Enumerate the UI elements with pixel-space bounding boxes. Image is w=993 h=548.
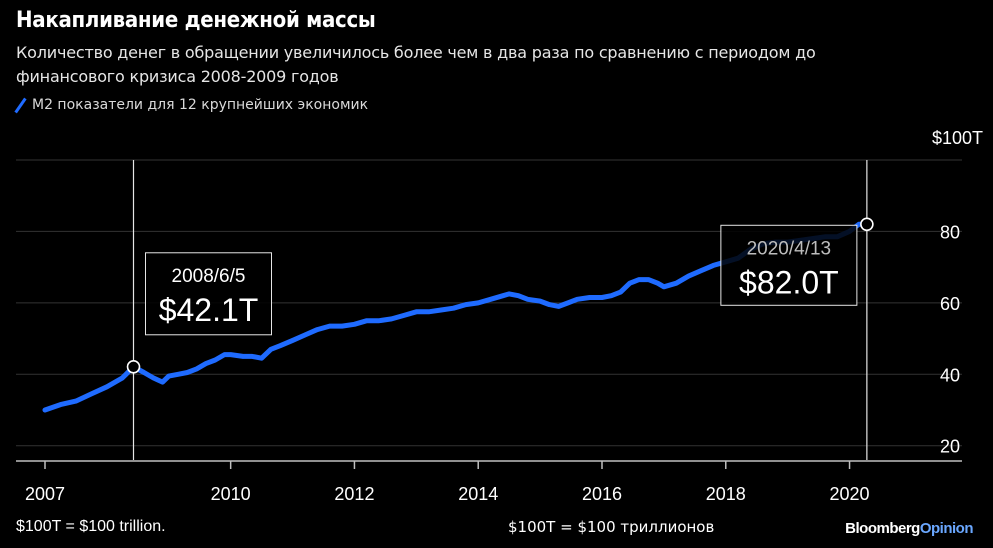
series-point <box>194 366 199 372</box>
series-point <box>525 297 530 302</box>
series-point <box>636 277 642 282</box>
series-point <box>160 379 165 385</box>
series-point <box>414 309 419 314</box>
series-point <box>516 293 521 298</box>
series-point <box>488 297 493 302</box>
series-point <box>401 313 407 318</box>
series-point <box>240 354 246 359</box>
series-point <box>426 309 431 314</box>
x-tick-label-2007: 2007 <box>25 484 65 504</box>
series-point <box>290 338 295 343</box>
series-point <box>618 289 623 295</box>
series-point <box>547 302 552 307</box>
series-point <box>674 281 679 286</box>
series-point <box>556 304 561 309</box>
footer-note-russian: $100T = $100 триллионов <box>508 518 715 536</box>
series-point <box>327 323 332 329</box>
series-point <box>376 318 382 323</box>
series-point <box>698 268 704 273</box>
series-point <box>451 306 456 311</box>
legend-label: M2 показатели для 12 крупнейших экономик <box>32 97 369 113</box>
series-point <box>627 281 633 286</box>
series-point <box>141 370 147 375</box>
bloomberg-opinion-logo: BloombergOpinion <box>845 520 973 537</box>
series-point <box>120 375 125 381</box>
series-point <box>151 375 156 381</box>
series-point <box>537 298 543 304</box>
series-point <box>609 293 614 298</box>
x-tick-label-2018: 2018 <box>706 484 746 504</box>
series-point <box>646 277 651 282</box>
series-point <box>599 295 605 300</box>
annotation-date-2: 2020/4/13 <box>747 238 832 259</box>
series-point <box>185 370 190 375</box>
series-point <box>655 281 660 286</box>
chart-subtitle: Количество денег в обращении увеличилось… <box>16 43 816 86</box>
series-point <box>575 297 580 302</box>
series-point <box>856 222 862 227</box>
series-point <box>339 323 345 329</box>
series-point <box>711 263 716 268</box>
series-point <box>277 343 283 348</box>
series-point <box>438 307 444 313</box>
series-point <box>58 402 63 407</box>
series-point <box>228 352 233 357</box>
series-point <box>203 361 209 366</box>
series-point <box>89 391 94 397</box>
series-point <box>587 295 592 300</box>
series-point <box>175 372 181 377</box>
x-tick-label-2014: 2014 <box>458 484 498 504</box>
series-point <box>352 322 357 327</box>
series-point <box>500 293 506 298</box>
series-point <box>222 352 227 357</box>
series-point <box>686 273 691 279</box>
annotation-marker-1 <box>126 359 141 374</box>
footer-note-english: $100T = $100 trillion. <box>16 518 166 535</box>
annotation-date-1: 2008/6/5 <box>172 266 246 287</box>
y-axis-unit-label: $100T <box>931 128 983 148</box>
chart-title: Накапливание денежной массы <box>16 8 376 33</box>
annotation-value-1: $42.1T <box>159 292 259 328</box>
series-point <box>268 347 274 352</box>
x-tick-label-2020: 2020 <box>830 484 870 504</box>
x-tick-label-2012: 2012 <box>334 484 374 504</box>
series-point <box>506 291 512 297</box>
x-tick-label-2016: 2016 <box>582 484 622 504</box>
series-point <box>250 354 255 359</box>
series-point <box>315 327 320 332</box>
x-tick-label-2010: 2010 <box>211 484 251 504</box>
annotation-value-2: $82.0T <box>739 264 839 300</box>
annotation-box-2 <box>720 224 858 306</box>
series-point <box>565 300 571 306</box>
series-point <box>463 302 469 307</box>
series-point <box>73 398 79 404</box>
y-tick-label-60: 60 <box>940 294 960 314</box>
series-point <box>661 284 667 289</box>
series-point <box>302 332 308 338</box>
series-point <box>476 300 481 306</box>
series-point <box>259 356 264 361</box>
legend: M2 показатели для 12 крупнейших экономик <box>16 97 368 113</box>
series-point <box>104 384 110 389</box>
series-point <box>212 357 218 363</box>
series-point <box>166 373 171 379</box>
y-tick-label-80: 80 <box>940 222 960 242</box>
series-point <box>42 407 48 413</box>
annotation-marker-2 <box>860 217 874 232</box>
y-tick-label-20: 20 <box>940 437 960 457</box>
annotation-box-1 <box>145 252 272 336</box>
series-point <box>364 318 370 323</box>
y-tick-label-40: 40 <box>940 365 960 385</box>
series-point <box>389 316 394 322</box>
